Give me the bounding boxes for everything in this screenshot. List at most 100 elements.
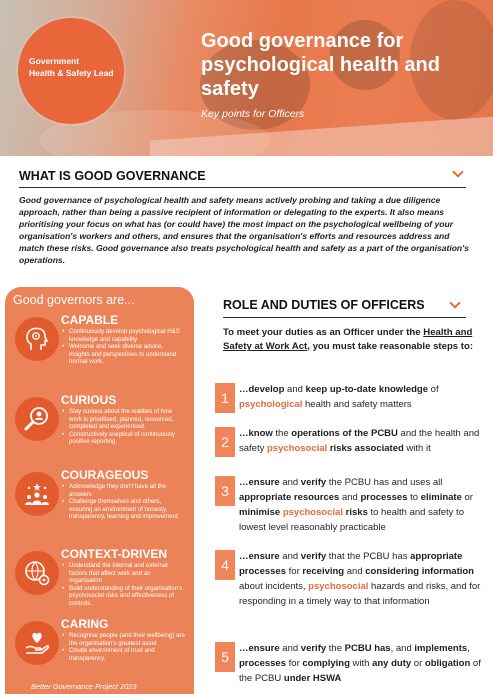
quality-title: COURAGEOUS <box>61 468 149 482</box>
text-run: with <box>349 658 373 669</box>
step-number: 5 <box>215 642 235 672</box>
text-run: for <box>286 566 303 577</box>
quality-points: Understand the internal and external fac… <box>61 562 185 608</box>
text-run: and <box>279 477 301 488</box>
intro-text: , you must take reasonable steps to: <box>307 341 474 353</box>
bold-phrase: …know <box>239 428 273 439</box>
good-governors-panel: Good governors are... CAPABLE Continuous… <box>5 287 194 694</box>
text-run: the <box>272 428 292 439</box>
bold-phrase: operations of the PCBU <box>291 428 398 439</box>
bold-phrase: …ensure <box>239 477 280 488</box>
quality-title: CARING <box>61 617 109 631</box>
text-run: and the health and safety <box>239 428 480 454</box>
quality-points: Stay curious about the realities of how … <box>61 408 185 446</box>
bold-phrase: …ensure <box>239 551 280 562</box>
step-number: 1 <box>215 383 235 413</box>
quality-point: Build understanding of their organisatio… <box>61 585 185 608</box>
quality-point: Create environment of trust and transpar… <box>61 647 185 662</box>
quality-title: CAPABLE <box>61 313 119 327</box>
quality-point: Understand the internal and external fac… <box>61 562 185 585</box>
step-number: 3 <box>215 476 235 506</box>
governance-paragraph: Good governance of psychological health … <box>19 195 469 265</box>
hero-photo-figure <box>200 40 310 130</box>
text-run: hazards and risks, and for responding in… <box>239 581 481 607</box>
text-run: that the PCBU has <box>326 551 411 562</box>
text-run: , <box>467 643 470 654</box>
hero-banner: Government Health & Safety Lead Good gov… <box>0 0 493 156</box>
quality-point: Challenge themselves and others, ensurin… <box>61 498 185 521</box>
text-run: the <box>326 643 345 654</box>
highlight-word: psychosocial <box>267 443 328 454</box>
role-heading: ROLE AND DUTIES OF OFFICERS <box>223 298 425 312</box>
bold-phrase: appropriate resources <box>239 492 340 503</box>
quality-point: Recognise people (and their wellbeing) a… <box>61 632 185 647</box>
text-run: and <box>279 643 301 654</box>
text-run: or <box>411 658 425 669</box>
hero-photo-figure <box>330 20 400 90</box>
highlight-word: psychological <box>239 399 303 410</box>
bold-phrase: …ensure <box>239 643 280 654</box>
role-intro: To meet your duties as an Officer under … <box>223 326 485 355</box>
hand-heart-icon <box>15 621 59 665</box>
bold-phrase: verify <box>300 551 327 562</box>
governance-section-header[interactable]: WHAT IS GOOD GOVERNANCE <box>19 166 466 188</box>
chevron-down-icon[interactable] <box>452 166 464 178</box>
role-section-header[interactable]: ROLE AND DUTIES OF OFFICERS <box>223 295 466 318</box>
bold-phrase: obligation <box>424 658 471 669</box>
highlight-word: psychosocial <box>308 581 369 592</box>
bold-phrase: …develop <box>239 384 285 395</box>
globe-gear-icon <box>15 551 59 595</box>
hswa-link[interactable]: Health and Safety at Work Act <box>223 327 473 353</box>
bold-phrase: risks <box>345 507 368 518</box>
bold-phrase: complying <box>302 658 350 669</box>
text-run: or <box>461 492 473 503</box>
text-run: and <box>284 384 306 395</box>
governance-heading: WHAT IS GOOD GOVERNANCE <box>19 169 206 183</box>
panel-footer-credit: Better Governance Project 2023 <box>31 682 137 691</box>
bold-phrase: appropriate processes <box>239 551 463 577</box>
bold-phrase: under HSWA <box>283 673 342 684</box>
text-run: and <box>279 551 301 562</box>
magnifier-person-icon <box>15 397 59 441</box>
highlight-word: psychosocial <box>282 507 344 518</box>
logo-line-1: Government <box>29 56 80 66</box>
quality-point: Stay curious about the realities of how … <box>61 408 185 431</box>
bold-phrase: any duty <box>372 658 412 669</box>
step-number: 2 <box>215 427 235 457</box>
text-run: of <box>428 384 439 395</box>
bold-phrase: processes <box>239 658 287 669</box>
quality-point: Acknowledge they don't have all the answ… <box>61 483 185 498</box>
chevron-down-icon[interactable] <box>449 297 461 309</box>
step-text: …know the operations of the PCBU and the… <box>239 426 485 456</box>
bold-phrase: keep up-to-date knowledge <box>305 384 429 395</box>
logo-line-2: Health & Safety Lead <box>29 68 114 78</box>
text-run: health and safety matters <box>302 399 412 410</box>
quality-point: Welcome and seek diverse advice, insight… <box>61 343 185 366</box>
text-run: of the PCBU <box>239 658 481 684</box>
bold-phrase: verify <box>300 477 327 488</box>
quality-points: Acknowledge they don't have all the answ… <box>61 483 185 521</box>
step-text: …ensure and verify the PCBU has and uses… <box>239 475 485 535</box>
text-run: the PCBU has and uses all <box>326 477 443 488</box>
step-number: 4 <box>215 550 235 580</box>
bold-phrase: verify <box>300 643 327 654</box>
bold-phrase: processes <box>360 492 408 503</box>
quality-points: Continuously develop psychological H&S k… <box>61 328 185 366</box>
logo-badge: Government Health & Safety Lead <box>18 18 124 124</box>
step-text: …ensure and verify that the PCBU has app… <box>239 549 485 609</box>
panel-title: Good governors are... <box>13 293 135 307</box>
people-stars-icon <box>15 472 59 516</box>
text-run: to <box>407 492 421 503</box>
intro-text: To meet your duties as an Officer under … <box>223 327 424 338</box>
text-run: about incidents, <box>239 581 309 592</box>
text-run: , and <box>390 643 415 654</box>
step-text: …ensure and verify the PCBU has, and imp… <box>239 641 485 686</box>
hero-photo-figure <box>410 0 493 120</box>
bold-phrase: PCBU has <box>344 643 391 654</box>
quality-point: Continuously develop psychological H&S k… <box>61 328 185 343</box>
quality-points: Recognise people (and their wellbeing) a… <box>61 632 185 662</box>
page-title: Good governance for psychological health… <box>201 30 440 100</box>
quality-title: CONTEXT-DRIVEN <box>61 547 168 561</box>
bold-phrase: risks associated <box>329 443 404 454</box>
text-run: and <box>339 492 361 503</box>
